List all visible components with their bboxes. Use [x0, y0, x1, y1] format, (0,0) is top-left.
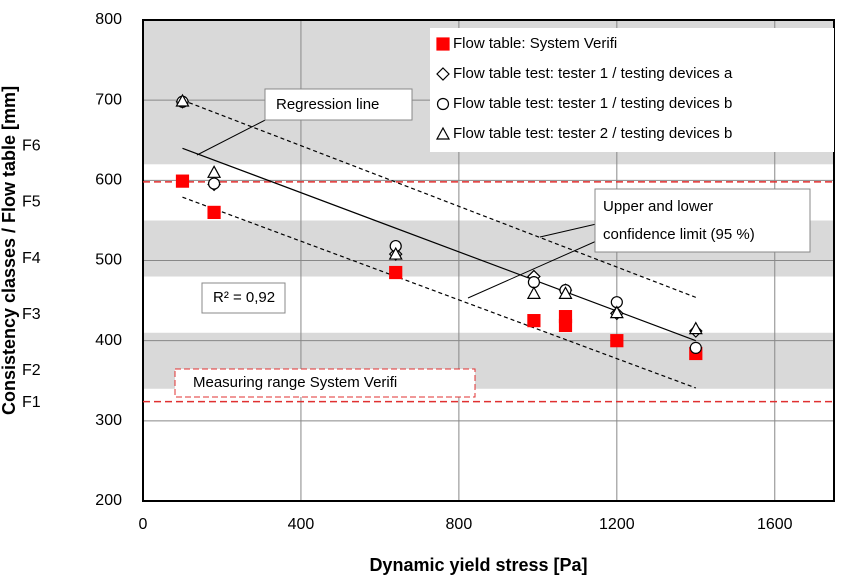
confidence-line — [182, 99, 697, 298]
x-tick-label: 1600 — [757, 516, 793, 533]
legend-label: Flow table test: tester 2 / testing devi… — [453, 125, 732, 142]
x-tick-label: 1200 — [599, 516, 635, 533]
marker-circle — [527, 276, 541, 289]
y-tick-label: 400 — [95, 332, 122, 349]
x-tick-label: 800 — [446, 516, 473, 533]
legend-label: Flow table: System Verifi — [453, 35, 617, 52]
class-label: F6 — [22, 138, 41, 155]
marker-triangle — [609, 305, 624, 319]
class-band — [143, 388, 834, 501]
annotation: R² = 0,92 — [213, 289, 275, 306]
x-tick-label: 400 — [288, 516, 315, 533]
x-tick-label: 0 — [139, 516, 148, 533]
marker-triangle — [688, 321, 703, 335]
y-tick-label: 300 — [95, 412, 122, 429]
marker-square — [558, 318, 573, 333]
marker-triangle — [558, 286, 573, 299]
annotation-box — [594, 188, 811, 253]
y-tick-label: 500 — [95, 252, 122, 269]
annotation: confidence limit (95 %) — [603, 226, 755, 243]
annotation: Upper and lower — [603, 198, 713, 215]
plot-border — [142, 19, 835, 502]
annotation-box — [201, 282, 286, 314]
annotation-pointer — [539, 221, 606, 238]
marker-square — [389, 265, 403, 280]
marker-circle — [436, 97, 450, 111]
y-tick-label: 800 — [95, 11, 122, 28]
marker-triangle — [388, 246, 403, 260]
marker-circle — [689, 341, 702, 354]
y-tick-label: 700 — [95, 91, 122, 108]
marker-square — [175, 174, 190, 188]
annotation: Regression line — [276, 96, 379, 113]
annotation-box — [174, 368, 476, 398]
marker-square — [527, 314, 541, 328]
class-label: F3 — [22, 306, 41, 323]
y-tick-label: 600 — [95, 172, 122, 189]
y-axis-title: Consistency classes / Flow table [mm] — [0, 86, 19, 415]
marker-square — [436, 37, 450, 51]
legend-label: Flow table test: tester 1 / testing devi… — [453, 95, 732, 112]
marker-triangle — [435, 126, 451, 140]
class-label: F2 — [22, 362, 41, 379]
annotation-pointer — [196, 114, 276, 156]
x-axis-title: Dynamic yield stress [Pa] — [369, 555, 587, 575]
marker-square — [610, 334, 624, 348]
confidence-line — [182, 196, 697, 389]
marker-triangle — [207, 165, 222, 178]
marker-square — [207, 205, 221, 219]
marker-circle — [207, 177, 221, 190]
marker-triangle — [175, 93, 190, 107]
class-label: F1 — [22, 394, 41, 411]
legend-label: Flow table test: tester 1 / testing devi… — [453, 65, 733, 82]
y-tick-label: 200 — [95, 492, 122, 509]
annotation-pointer — [467, 234, 611, 299]
class-label: F5 — [22, 194, 41, 211]
annotation: Measuring range System Verifi — [193, 374, 397, 391]
marker-triangle — [526, 286, 541, 299]
class-label: F4 — [22, 250, 41, 267]
regression-line — [182, 147, 697, 342]
marker-diamond — [436, 67, 450, 81]
legend-box — [430, 28, 834, 152]
annotation-box — [264, 88, 413, 121]
